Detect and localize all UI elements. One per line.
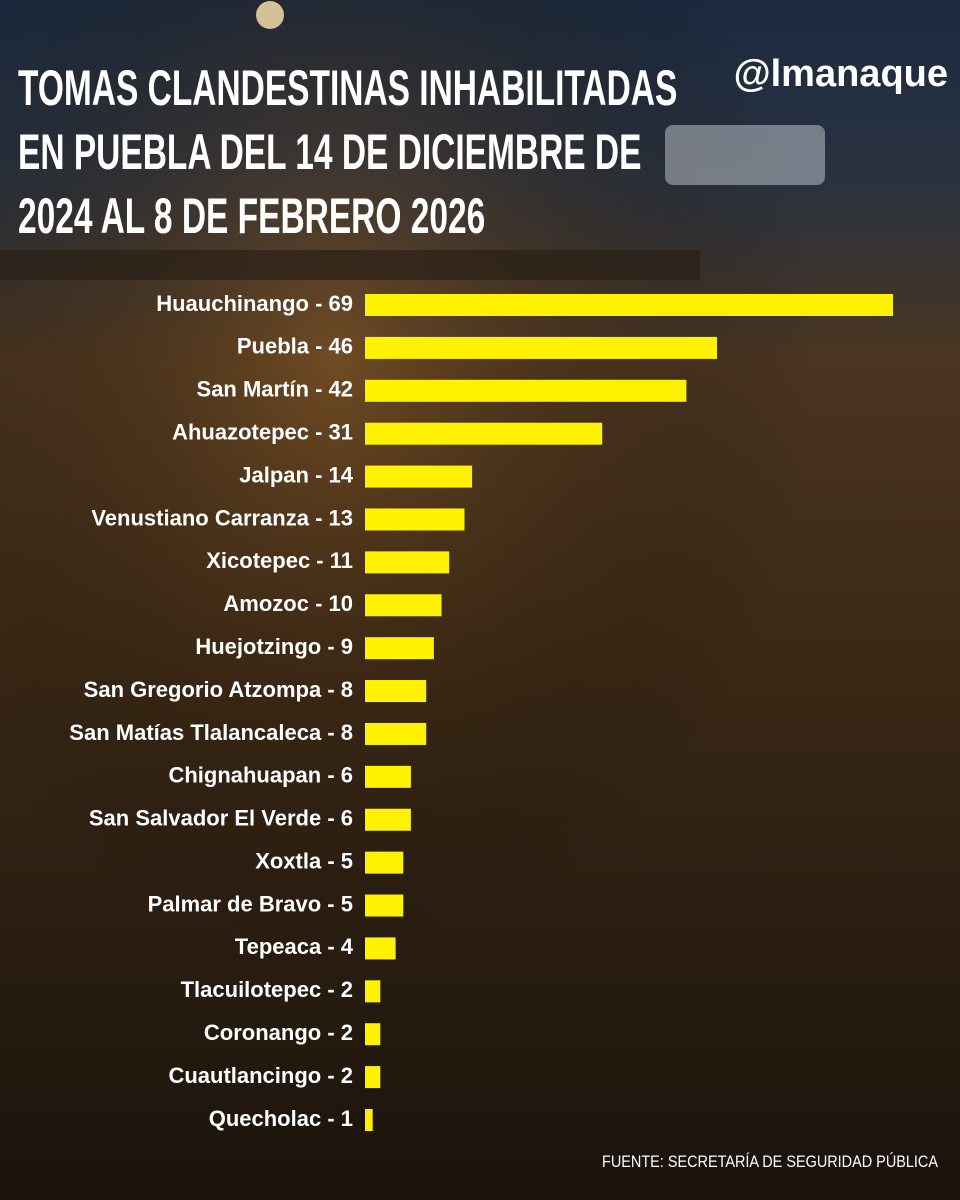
bar [365,680,427,703]
bar [365,1023,381,1046]
title-line: EN PUEBLA DEL 14 DE DICIEMBRE DE [18,124,641,180]
category-label: Coronango - 2 [204,1020,353,1045]
bar [365,336,717,359]
pipe [0,250,700,280]
category-label: Xicotepec - 11 [206,548,353,573]
category-label: Ahuazotepec - 31 [172,419,353,444]
category-label: Chignahuapan - 6 [168,763,353,788]
bar [365,980,381,1003]
title-line: 2024 AL 8 DE FEBRERO 2026 [18,188,485,244]
bar [365,765,411,788]
source: FUENTE: SECRETARÍA DE SEGURIDAD PÚBLICA [602,1151,938,1171]
bar [365,808,411,831]
bar [365,937,396,960]
title-line: TOMAS CLANDESTINAS INHABILITADAS [18,60,677,116]
category-label: Tlacuilotepec - 2 [181,977,353,1002]
bar [365,551,450,574]
title: TOMAS CLANDESTINAS INHABILITADAS EN PUEBL… [18,60,677,244]
bar [365,1066,381,1089]
category-label: Quecholac - 1 [209,1106,353,1131]
category-label: Venustiano Carranza - 13 [91,505,353,530]
bar [365,508,465,531]
category-label: Xoxtla - 5 [255,848,353,873]
category-label: Puebla - 46 [237,334,353,359]
bar [365,465,473,488]
truck [665,125,825,185]
bar [365,722,427,745]
category-label: Palmar de Bravo - 5 [148,891,353,916]
bar [365,294,893,316]
bar [365,422,603,445]
category-label: Tepeaca - 4 [235,934,354,959]
bar [365,594,442,617]
category-label: San Martín - 42 [197,377,353,402]
brand: @lmanaque [734,53,948,95]
category-label: Cuautlancingo - 2 [168,1063,353,1088]
bar [365,637,434,660]
category-label: Jalpan - 14 [239,462,353,487]
category-label: San Gregorio Atzompa - 8 [84,677,353,702]
lamp [256,1,284,29]
bar [365,894,404,917]
category-label: Huauchinango - 69 [156,291,353,316]
category-label: San Matías Tlalancaleca - 8 [69,720,353,745]
category-label: Amozoc - 10 [223,591,353,616]
bar [365,379,687,402]
category-label: Huejotzingo - 9 [195,634,353,659]
bar [365,1109,373,1131]
category-label: San Salvador El Verde - 6 [89,806,353,831]
bar [365,851,404,874]
